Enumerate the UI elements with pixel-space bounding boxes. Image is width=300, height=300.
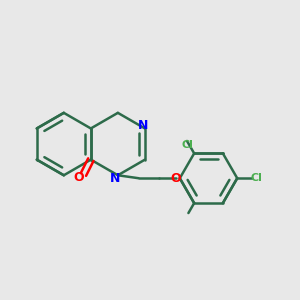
Text: Cl: Cl: [250, 173, 262, 183]
Text: O: O: [170, 172, 181, 185]
Text: O: O: [74, 171, 84, 184]
Text: N: N: [110, 172, 120, 185]
Text: N: N: [138, 119, 148, 132]
Text: Cl: Cl: [181, 140, 193, 150]
